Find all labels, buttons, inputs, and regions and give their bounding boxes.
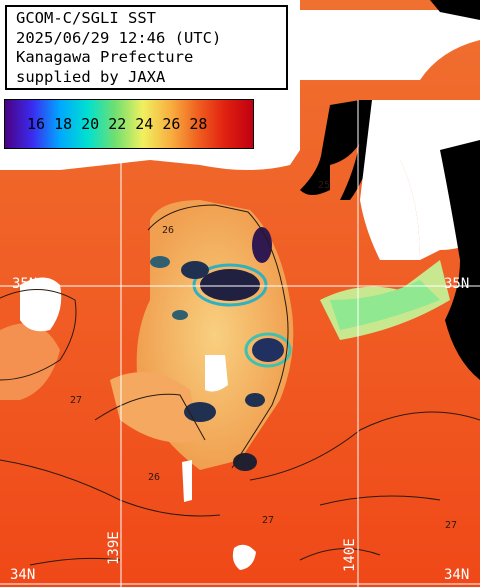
cold-patches — [150, 227, 292, 471]
region-name: Kanagawa Prefecture — [16, 48, 194, 66]
contour-label: 27 — [445, 520, 458, 531]
legend-tick: 20 — [81, 115, 100, 133]
graticule — [0, 100, 480, 587]
coastal-water-west — [0, 323, 60, 400]
legend-tick: 16 — [27, 115, 46, 133]
lat-label-34n-west: 34N — [10, 567, 36, 583]
legend-tick: 26 — [162, 115, 181, 133]
legend-tick: 18 — [54, 115, 73, 133]
coastal-water — [110, 372, 200, 443]
contour-label: 27 — [262, 515, 275, 526]
contour-label: 26 — [162, 225, 175, 236]
contour-label: 25 — [318, 180, 331, 191]
sensor-title: GCOM-C/SGLI SST — [16, 9, 156, 27]
lat-label-34n-east: 34N — [444, 567, 470, 583]
legend-ticks: 16 18 20 22 24 26 28 — [27, 115, 207, 133]
lon-label-140e: 140E — [342, 538, 358, 572]
contour-label: 27 — [70, 395, 83, 406]
legend-tick: 22 — [108, 115, 127, 133]
isotherms — [0, 204, 480, 566]
legend-tick: 24 — [135, 115, 154, 133]
lon-label-139e: 139E — [106, 531, 122, 565]
observation-time: 2025/06/29 12:46 (UTC) — [16, 28, 222, 47]
temperature-legend: 16 18 20 22 24 26 28 — [4, 99, 254, 149]
legend-tick: 28 — [189, 115, 208, 133]
contour-label: 26 — [148, 472, 161, 483]
data-credit: supplied by JAXA — [16, 67, 166, 86]
lat-label-35n-west: 35N — [12, 276, 38, 292]
info-panel: GCOM-C/SGLI SST 2025/06/29 12:46 (UTC) K… — [5, 5, 288, 90]
lat-label-35n-east: 35N — [444, 276, 470, 292]
